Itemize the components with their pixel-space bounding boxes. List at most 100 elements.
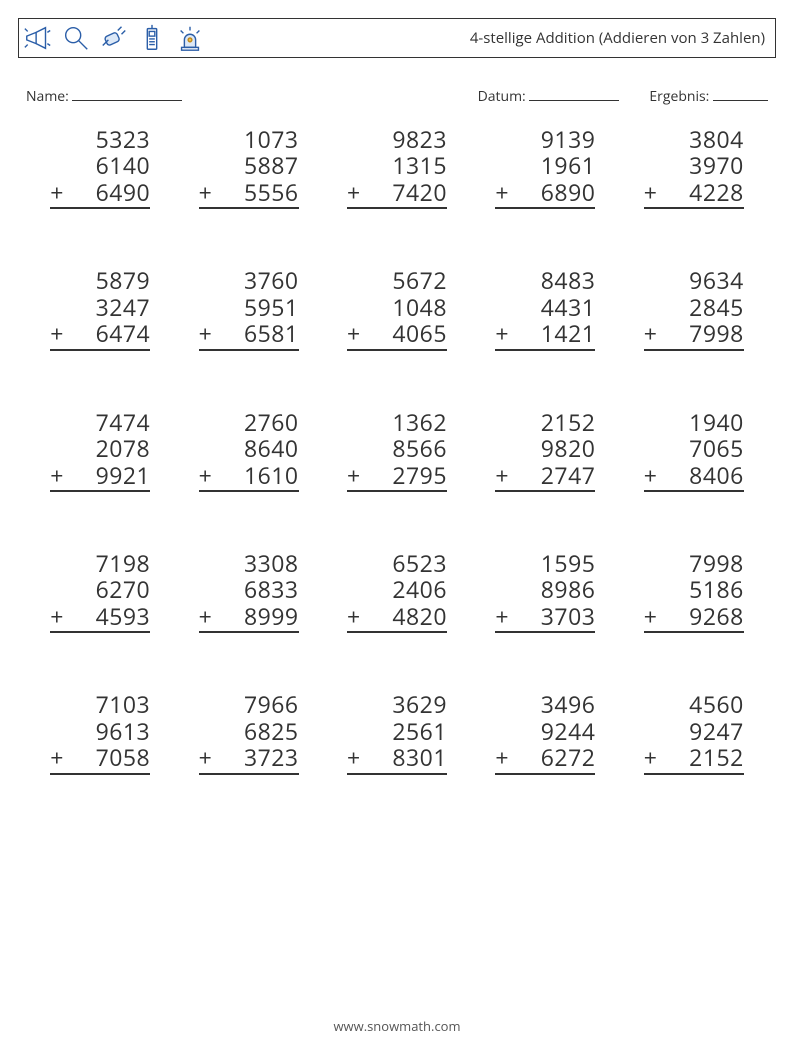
plus-sign: + (495, 744, 509, 770)
addend-3: 1421 (509, 320, 595, 346)
addend-2: 1961 (495, 152, 595, 178)
addend-3-line: +8406 (644, 462, 744, 492)
addend-3: 6890 (509, 179, 595, 205)
problem: 79666825+3723 (174, 691, 322, 774)
addend-3-line: +5556 (199, 179, 299, 209)
problem: 15958986+3703 (471, 550, 619, 633)
problem: 10735887+5556 (174, 126, 322, 209)
problem: 45609247+2152 (620, 691, 768, 774)
footer-text: www.snowmath.com (0, 1017, 794, 1035)
problem: 13628566+2795 (323, 409, 471, 492)
addend-1: 8483 (495, 267, 595, 293)
siren-icon (175, 23, 205, 53)
plus-sign: + (199, 744, 213, 770)
plus-sign: + (347, 179, 361, 205)
plus-sign: + (50, 320, 64, 346)
problem: 33086833+8999 (174, 550, 322, 633)
result-blank (713, 86, 768, 101)
addend-2: 8566 (347, 435, 447, 461)
problem: 38043970+4228 (620, 126, 768, 209)
problem: 71986270+4593 (26, 550, 174, 633)
plus-sign: + (199, 320, 213, 346)
plus-sign: + (50, 179, 64, 205)
addend-3: 7998 (658, 320, 744, 346)
addend-3: 8999 (213, 603, 299, 629)
problem: 27608640+1610 (174, 409, 322, 492)
addend-2: 5887 (199, 152, 299, 178)
addend-1: 3496 (495, 691, 595, 717)
plus-sign: + (199, 603, 213, 629)
addend-3: 8301 (361, 744, 447, 770)
addend-2: 1315 (347, 152, 447, 178)
addend-3: 8406 (658, 462, 744, 488)
addend-3: 3703 (509, 603, 595, 629)
problem: 53236140+6490 (26, 126, 174, 209)
addend-2: 8986 (495, 576, 595, 602)
addend-3: 7420 (361, 179, 447, 205)
plus-sign: + (644, 179, 658, 205)
addend-3: 9268 (658, 603, 744, 629)
addend-1: 5672 (347, 267, 447, 293)
plus-sign: + (199, 462, 213, 488)
addend-1: 9634 (644, 267, 744, 293)
date-field: Datum: (478, 86, 620, 106)
worksheet-title: 4-stellige Addition (Addieren von 3 Zahl… (470, 28, 765, 48)
plus-sign: + (347, 462, 361, 488)
addend-3-line: +9268 (644, 603, 744, 633)
addend-3-line: +1421 (495, 320, 595, 350)
plus-sign: + (495, 320, 509, 346)
addend-3-line: +7420 (347, 179, 447, 209)
addend-3: 9921 (64, 462, 150, 488)
addend-2: 2406 (347, 576, 447, 602)
problem: 74742078+9921 (26, 409, 174, 492)
plus-sign: + (495, 603, 509, 629)
phone-icon (137, 23, 167, 53)
addend-3-line: +8999 (199, 603, 299, 633)
addend-3-line: +4065 (347, 320, 447, 350)
addend-3-line: +4228 (644, 179, 744, 209)
result-label: Ergebnis: (649, 87, 709, 106)
problem: 56721048+4065 (323, 267, 471, 350)
addend-3: 2747 (509, 462, 595, 488)
plus-sign: + (495, 179, 509, 205)
addend-3: 6490 (64, 179, 150, 205)
problem: 96342845+7998 (620, 267, 768, 350)
addend-1: 7966 (199, 691, 299, 717)
addend-2: 7065 (644, 435, 744, 461)
addend-3-line: +6890 (495, 179, 595, 209)
addend-1: 7103 (50, 691, 150, 717)
date-blank (529, 86, 619, 101)
problems-grid: 53236140+649010735887+555698231315+74209… (18, 126, 776, 775)
result-field: Ergebnis: (649, 86, 768, 106)
addend-3-line: +8301 (347, 744, 447, 774)
addend-3-line: +6474 (50, 320, 150, 350)
addend-3-line: +4820 (347, 603, 447, 633)
magnifier-icon (61, 23, 91, 53)
addend-3: 7058 (64, 744, 150, 770)
plus-sign: + (199, 179, 213, 205)
addend-1: 4560 (644, 691, 744, 717)
addend-3-line: +3723 (199, 744, 299, 774)
header-box: 4-stellige Addition (Addieren von 3 Zahl… (18, 18, 776, 58)
addend-3: 4228 (658, 179, 744, 205)
problem: 91391961+6890 (471, 126, 619, 209)
addend-3-line: +6272 (495, 744, 595, 774)
addend-3-line: +1610 (199, 462, 299, 492)
problem: 34969244+6272 (471, 691, 619, 774)
plus-sign: + (644, 320, 658, 346)
addend-3-line: +2152 (644, 744, 744, 774)
addend-2: 3970 (644, 152, 744, 178)
addend-3-line: +6581 (199, 320, 299, 350)
plus-sign: + (50, 744, 64, 770)
problem: 21529820+2747 (471, 409, 619, 492)
plus-sign: + (347, 603, 361, 629)
addend-2: 8640 (199, 435, 299, 461)
header-icons (23, 23, 205, 53)
problem: 36292561+8301 (323, 691, 471, 774)
addend-3-line: +7998 (644, 320, 744, 350)
addend-3: 4065 (361, 320, 447, 346)
plus-sign: + (644, 603, 658, 629)
addend-3: 2152 (658, 744, 744, 770)
addend-3: 4593 (64, 603, 150, 629)
addend-3-line: +7058 (50, 744, 150, 774)
